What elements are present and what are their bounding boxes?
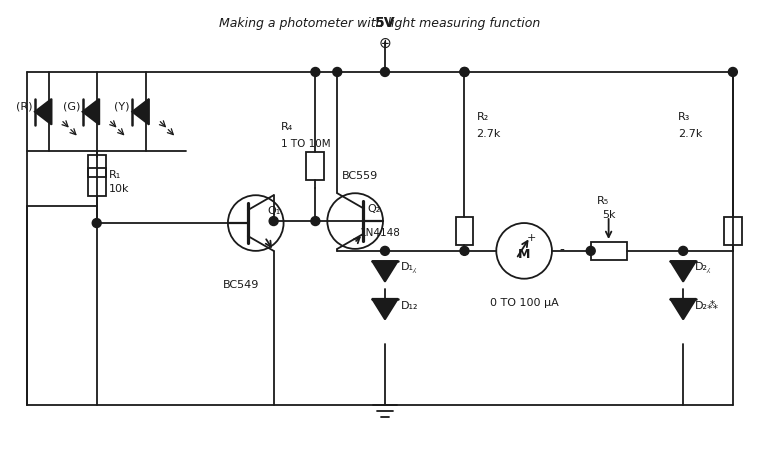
Polygon shape <box>35 99 52 124</box>
Text: BC559: BC559 <box>342 171 378 181</box>
Text: +: + <box>527 233 536 243</box>
Text: 2.7k: 2.7k <box>477 129 501 139</box>
Bar <box>591 242 626 260</box>
Polygon shape <box>670 299 696 319</box>
Text: Q₁: Q₁ <box>268 206 281 216</box>
Text: R₂: R₂ <box>477 112 489 122</box>
Text: D₂⁁: D₂⁁ <box>695 262 711 273</box>
Circle shape <box>311 217 320 225</box>
Text: 5k: 5k <box>603 210 616 220</box>
Circle shape <box>269 217 278 225</box>
Bar <box>724 217 742 245</box>
Circle shape <box>460 67 469 77</box>
Bar <box>307 153 324 180</box>
Text: 2.7k: 2.7k <box>679 129 703 139</box>
Circle shape <box>380 246 389 255</box>
Text: M: M <box>518 248 531 261</box>
Circle shape <box>460 246 469 255</box>
Text: 10k: 10k <box>109 184 129 194</box>
Text: D₁₂: D₁₂ <box>401 301 418 311</box>
Text: Q₂: Q₂ <box>367 204 380 214</box>
Text: D₂⁂: D₂⁂ <box>695 301 720 311</box>
Circle shape <box>380 67 389 77</box>
Text: R₃: R₃ <box>679 112 691 122</box>
Bar <box>455 217 474 245</box>
Circle shape <box>311 67 320 77</box>
Text: R₅: R₅ <box>597 196 609 206</box>
Polygon shape <box>83 99 99 124</box>
Circle shape <box>679 246 688 255</box>
Text: Making a photometer with light measuring function: Making a photometer with light measuring… <box>219 18 540 30</box>
Polygon shape <box>132 99 149 124</box>
Text: D₁⁁: D₁⁁ <box>401 262 417 273</box>
Circle shape <box>93 219 101 228</box>
Circle shape <box>586 246 595 255</box>
Text: (R): (R) <box>16 102 33 112</box>
Text: 5V: 5V <box>375 16 395 30</box>
Text: ⊕: ⊕ <box>379 35 392 51</box>
Text: (G): (G) <box>63 102 80 112</box>
Text: BC549: BC549 <box>222 280 259 290</box>
Text: -: - <box>559 244 565 258</box>
Text: 0 TO 100 μA: 0 TO 100 μA <box>490 297 559 307</box>
Circle shape <box>460 67 469 77</box>
Text: (Y): (Y) <box>114 102 129 112</box>
Circle shape <box>729 67 737 77</box>
Bar <box>88 168 106 196</box>
Bar <box>88 155 106 177</box>
Text: 1 TO 10M: 1 TO 10M <box>281 138 330 148</box>
Polygon shape <box>372 299 398 319</box>
Polygon shape <box>372 261 398 282</box>
Text: 1N4148: 1N4148 <box>360 228 401 238</box>
Polygon shape <box>670 261 696 282</box>
Text: R₄: R₄ <box>281 122 293 132</box>
Text: R₁: R₁ <box>109 170 121 180</box>
Circle shape <box>332 67 342 77</box>
